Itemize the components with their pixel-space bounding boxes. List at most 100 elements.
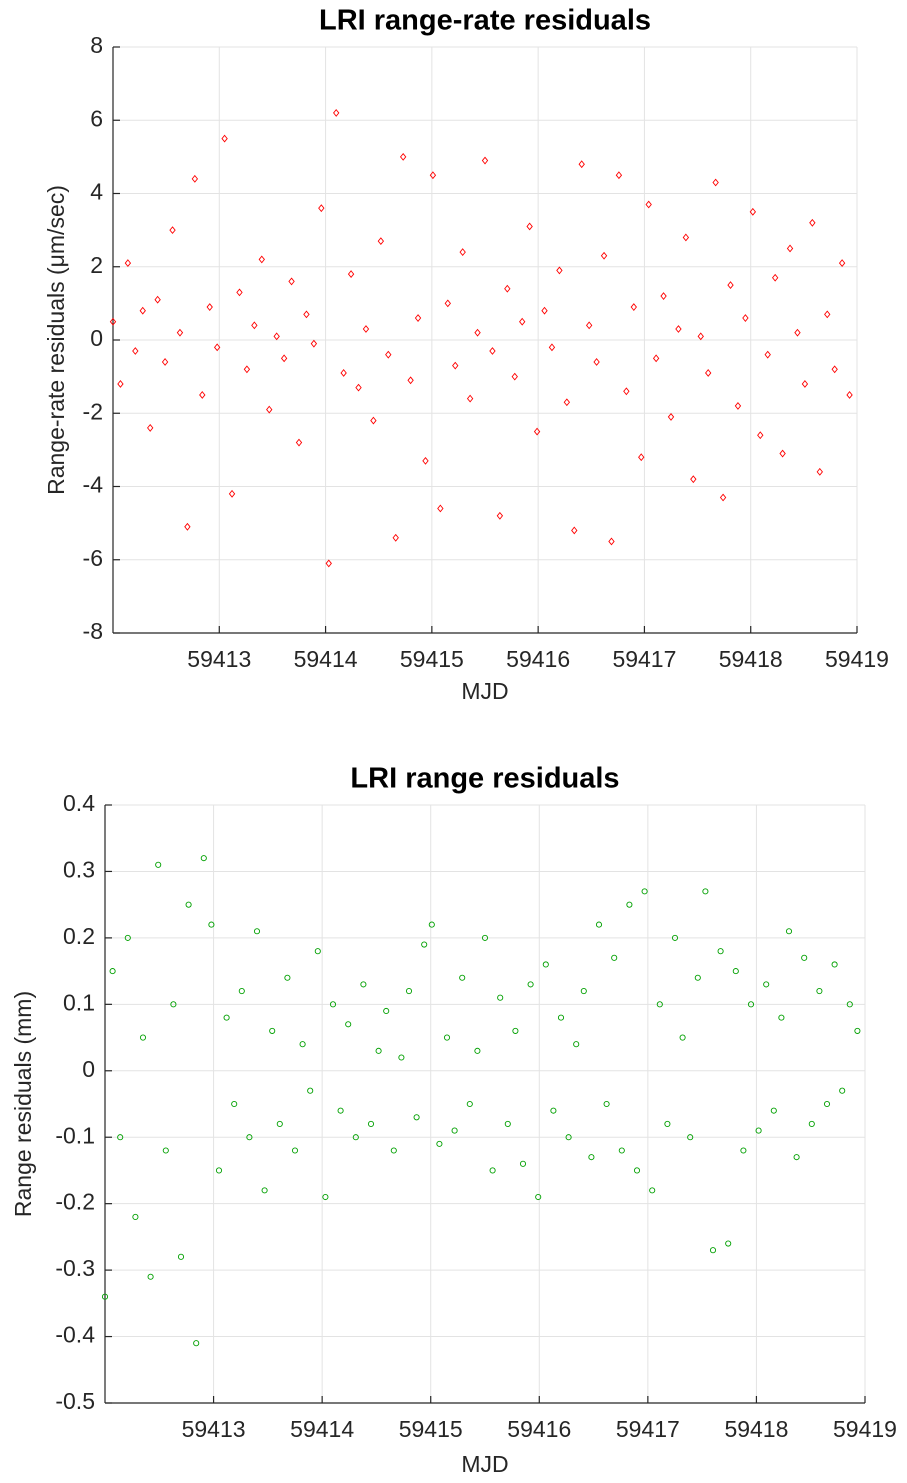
y-tick-label: 8	[90, 32, 103, 58]
x-tick-label: 59417	[612, 646, 676, 672]
point	[548, 343, 556, 352]
point	[563, 398, 571, 407]
point	[675, 325, 682, 333]
point	[656, 1001, 663, 1008]
point	[101, 1293, 109, 1300]
point	[660, 292, 667, 300]
point	[831, 365, 838, 374]
point	[608, 537, 615, 546]
point	[742, 314, 749, 322]
point	[162, 1147, 169, 1154]
point	[778, 1014, 785, 1021]
point	[725, 1240, 732, 1247]
point	[413, 1114, 420, 1121]
point	[785, 928, 793, 935]
y-tick-label: -0.3	[55, 1255, 95, 1281]
point	[580, 987, 587, 995]
point	[526, 222, 533, 231]
y-tick-label: -6	[83, 545, 103, 571]
point	[702, 888, 709, 895]
point	[169, 226, 176, 235]
point	[712, 178, 719, 187]
point	[437, 504, 444, 513]
point	[213, 343, 221, 352]
point	[709, 1247, 717, 1254]
point	[585, 321, 593, 330]
point	[496, 511, 504, 520]
point	[489, 1167, 496, 1174]
point	[383, 1007, 390, 1015]
point	[193, 1340, 200, 1347]
point	[109, 968, 116, 975]
point	[671, 934, 679, 941]
point	[734, 402, 742, 410]
point	[793, 1154, 800, 1161]
point	[246, 1134, 253, 1141]
point	[705, 369, 712, 377]
point	[184, 522, 191, 531]
y-tick-label: 0.3	[63, 857, 95, 883]
point	[690, 475, 697, 484]
point	[318, 204, 325, 213]
point	[303, 310, 310, 319]
x-tick-label: 59414	[290, 1416, 354, 1442]
chart-title: LRI range-rate residuals	[319, 5, 651, 37]
point	[208, 921, 215, 928]
point	[109, 317, 117, 326]
y-tick-label: 4	[90, 179, 103, 205]
y-tick-label: -8	[83, 618, 103, 644]
point	[732, 968, 739, 975]
point	[595, 921, 603, 928]
point	[355, 383, 362, 392]
point	[352, 1134, 359, 1141]
point	[533, 427, 541, 436]
point	[422, 456, 429, 465]
point	[630, 303, 637, 311]
point	[489, 347, 496, 355]
point	[557, 1014, 565, 1021]
point	[801, 954, 808, 961]
point	[571, 526, 578, 535]
point	[451, 1127, 458, 1134]
point	[652, 354, 660, 363]
point	[611, 954, 618, 961]
point	[466, 394, 474, 403]
y-tick-label: 0	[82, 1056, 95, 1082]
point	[831, 961, 838, 968]
point	[588, 1154, 595, 1161]
point	[280, 354, 288, 363]
point	[755, 1127, 762, 1134]
point	[124, 934, 131, 941]
point	[593, 358, 600, 366]
point	[428, 921, 435, 928]
point	[307, 1087, 314, 1094]
point	[694, 974, 701, 981]
point	[215, 1167, 223, 1174]
point	[231, 1100, 238, 1108]
point	[573, 1041, 580, 1048]
point	[333, 109, 340, 117]
point	[139, 1034, 147, 1041]
point	[444, 299, 451, 308]
chart-title: LRI range residuals	[350, 763, 619, 795]
y-tick-label: 0.4	[63, 790, 95, 816]
point	[719, 493, 727, 502]
point	[199, 391, 206, 399]
point	[615, 171, 623, 180]
point	[474, 328, 481, 337]
x-tick-label: 59418	[719, 646, 783, 672]
point	[839, 1087, 846, 1094]
point	[345, 1021, 352, 1028]
point	[269, 1027, 276, 1034]
point	[603, 1100, 610, 1108]
point	[466, 1100, 473, 1108]
point	[459, 248, 466, 257]
point	[664, 1120, 671, 1127]
y-tick-label: 2	[90, 252, 103, 278]
point	[377, 237, 385, 246]
point	[687, 1134, 694, 1141]
point	[527, 981, 534, 988]
y-axis-label: Range-rate residuals (μm/sec)	[43, 185, 69, 495]
point	[512, 1027, 519, 1034]
y-axis-label: Range residuals (mm)	[10, 991, 36, 1217]
